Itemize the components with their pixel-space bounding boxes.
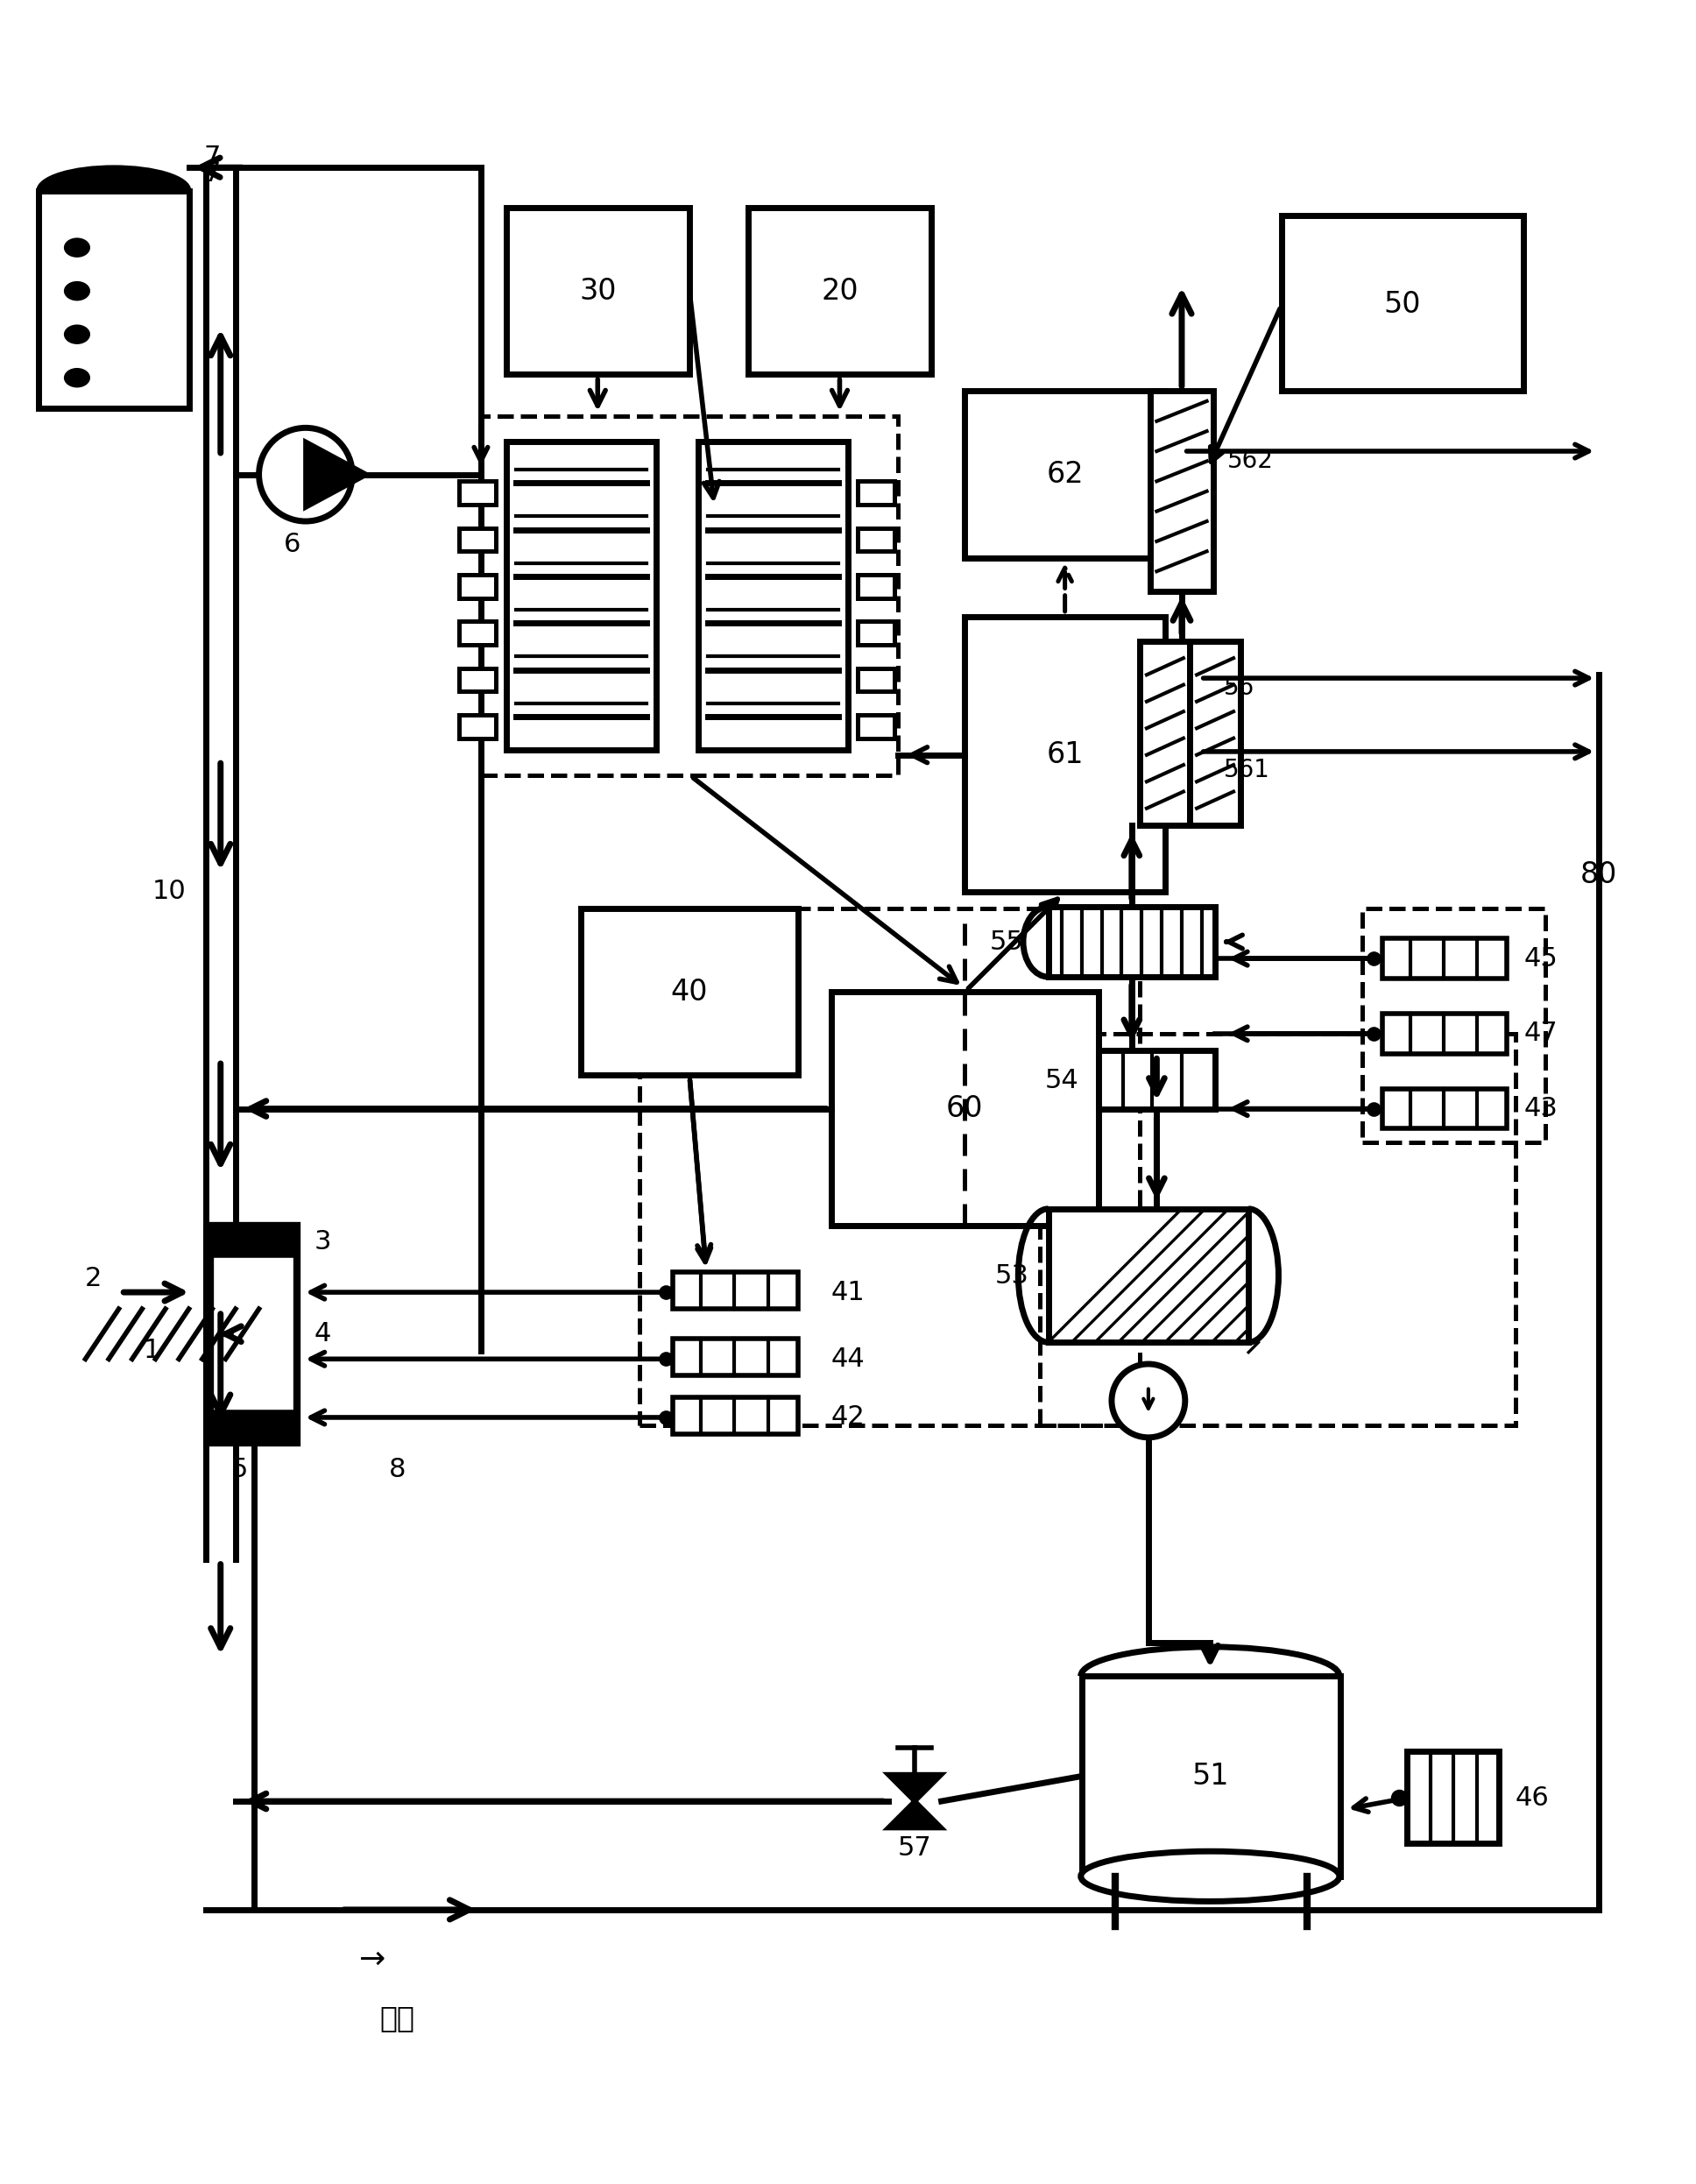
Text: 4: 4	[314, 1321, 331, 1348]
Bar	[858, 668, 895, 692]
Bar	[858, 529, 895, 550]
Bar	[505, 207, 690, 373]
Text: 1: 1	[144, 1339, 161, 1363]
Bar	[639, 909, 1140, 1426]
Polygon shape	[305, 441, 366, 507]
Bar	[1082, 1675, 1340, 1876]
Bar	[114, 190, 188, 408]
Ellipse shape	[63, 236, 92, 260]
Bar	[1382, 1013, 1508, 1053]
Text: 3: 3	[314, 1230, 331, 1256]
Text: 5: 5	[231, 1457, 248, 1483]
Text: 45: 45	[1523, 946, 1559, 972]
Circle shape	[1111, 1365, 1186, 1437]
Bar	[460, 480, 495, 505]
Text: 30: 30	[578, 277, 616, 306]
Bar	[965, 616, 1165, 891]
Text: 51: 51	[1192, 1762, 1228, 1791]
Bar	[858, 574, 895, 598]
Text: 44: 44	[831, 1345, 865, 1372]
Bar	[1382, 939, 1508, 978]
Bar	[460, 714, 495, 738]
Bar	[1099, 1051, 1214, 1109]
Bar	[1040, 1033, 1516, 1426]
Bar	[39, 190, 188, 408]
Bar	[210, 1413, 297, 1441]
Text: 6: 6	[283, 533, 300, 557]
Polygon shape	[889, 1776, 941, 1828]
Bar	[1140, 642, 1191, 826]
Bar	[858, 714, 895, 738]
Text: 2: 2	[85, 1267, 102, 1291]
Text: 7: 7	[204, 162, 220, 188]
Text: 57: 57	[897, 1835, 931, 1861]
Bar	[460, 668, 495, 692]
Bar	[748, 207, 931, 373]
Text: 补水: 补水	[380, 2003, 416, 2033]
Text: 7: 7	[204, 144, 220, 170]
Text: 43: 43	[1523, 1096, 1559, 1120]
Bar	[858, 622, 895, 644]
Text: 62: 62	[1046, 461, 1084, 489]
Bar	[1408, 1752, 1499, 1843]
Text: 562: 562	[1226, 450, 1274, 474]
Text: 46: 46	[1516, 1784, 1550, 1811]
Bar	[1191, 642, 1240, 826]
Text: 55: 55	[989, 928, 1023, 954]
Ellipse shape	[39, 168, 188, 214]
Bar	[460, 529, 495, 550]
Bar	[1150, 391, 1213, 592]
Ellipse shape	[1080, 1852, 1340, 1902]
Text: 561: 561	[1223, 758, 1270, 782]
Bar	[965, 391, 1165, 557]
Bar	[39, 190, 114, 408]
Bar	[210, 1225, 297, 1441]
Bar	[1362, 909, 1545, 1142]
Text: →: →	[360, 1946, 385, 1974]
Text: 53: 53	[994, 1262, 1028, 1289]
Bar	[673, 1339, 797, 1376]
Text: 10: 10	[153, 878, 187, 904]
Text: 61: 61	[1046, 740, 1084, 769]
Bar	[505, 441, 656, 749]
Bar	[460, 622, 495, 644]
Text: 60: 60	[946, 1094, 984, 1123]
Bar	[858, 480, 895, 505]
Bar	[210, 1225, 297, 1256]
Bar	[831, 992, 1099, 1225]
Text: 8: 8	[388, 1457, 405, 1483]
Ellipse shape	[63, 323, 92, 345]
Text: 47: 47	[1523, 1020, 1559, 1046]
Circle shape	[259, 428, 353, 522]
Bar	[1048, 1208, 1248, 1343]
Bar	[673, 1398, 797, 1435]
Bar	[1382, 1088, 1508, 1129]
Text: 20: 20	[821, 277, 858, 306]
Ellipse shape	[63, 280, 92, 304]
Bar	[1048, 906, 1214, 976]
Bar	[582, 909, 797, 1075]
Bar	[460, 574, 495, 598]
Bar	[1282, 216, 1523, 391]
Text: 42: 42	[831, 1404, 865, 1431]
Text: 41: 41	[831, 1280, 865, 1306]
Bar	[673, 1273, 797, 1308]
Ellipse shape	[63, 367, 92, 389]
Text: 40: 40	[672, 978, 709, 1007]
Bar	[697, 441, 848, 749]
Text: 56: 56	[1223, 675, 1255, 699]
Bar	[482, 417, 899, 775]
Text: 50: 50	[1384, 290, 1421, 319]
Text: 54: 54	[1045, 1068, 1079, 1092]
Text: 80: 80	[1581, 860, 1618, 889]
